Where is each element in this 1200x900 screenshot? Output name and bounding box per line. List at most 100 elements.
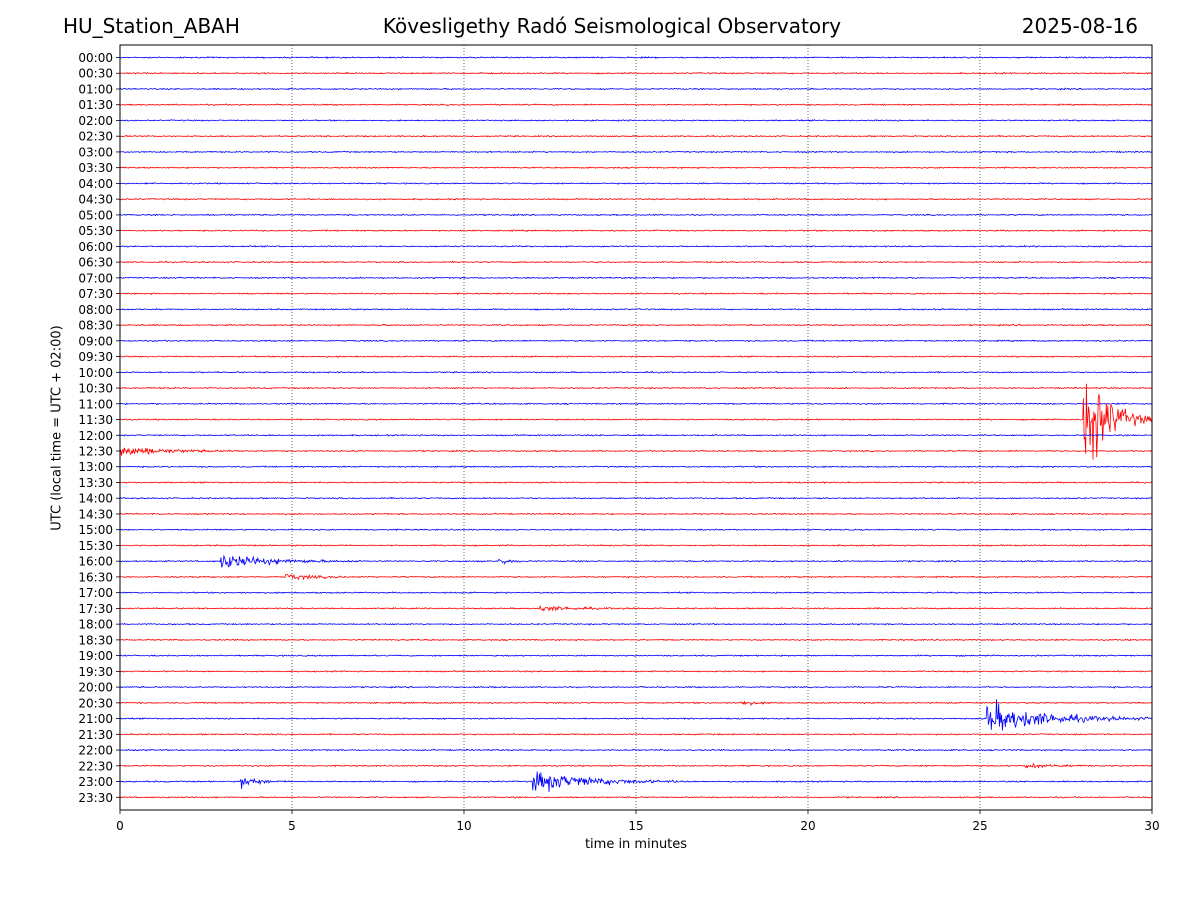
station-name: HU_Station_ABAH [63, 14, 240, 38]
traces [120, 55, 1152, 799]
trace-0530 [120, 229, 1152, 233]
y-tick-label: 16:00 [78, 555, 113, 569]
trace-0100 [120, 87, 1152, 91]
x-tick-label: 15 [628, 819, 643, 833]
trace-1700 [120, 591, 1152, 595]
y-tick-label: 04:00 [78, 177, 113, 191]
trace-0400 [120, 182, 1152, 185]
y-tick-label: 15:30 [78, 539, 113, 553]
y-tick-label: 17:00 [78, 586, 113, 600]
y-tick-label: 06:00 [78, 240, 113, 254]
y-tick-label: 12:00 [78, 429, 113, 443]
y-tick-label: 12:30 [78, 445, 113, 459]
trace-0130 [120, 103, 1152, 107]
y-tick-label: 09:30 [78, 350, 113, 364]
trace-0500 [120, 213, 1152, 217]
trace-1030 [120, 386, 1152, 390]
y-tick-label: 23:30 [78, 791, 113, 805]
x-tick-label: 25 [972, 819, 987, 833]
trace-1530 [120, 544, 1152, 547]
y-tick-label: 18:00 [78, 618, 113, 632]
trace-1500 [120, 528, 1152, 532]
y-tick-label: 22:00 [78, 744, 113, 758]
trace-2100 [120, 699, 1152, 731]
y-tick-label: 10:30 [78, 382, 113, 396]
y-tick-label: 03:30 [78, 161, 113, 175]
trace-0700 [120, 276, 1152, 280]
y-tick-label: 05:30 [78, 224, 113, 238]
y-tick-label: 18:30 [78, 633, 113, 647]
trace-0930 [120, 355, 1152, 358]
y-tick-label: 14:00 [78, 492, 113, 506]
chart-date: 2025-08-16 [1021, 14, 1138, 38]
trace-1900 [120, 654, 1152, 658]
y-tick-label: 21:00 [78, 712, 113, 726]
trace-2030 [120, 700, 1152, 707]
trace-1200 [120, 433, 1152, 437]
y-tick-label: 15:00 [78, 523, 113, 537]
trace-0330 [120, 166, 1152, 170]
x-tick-label: 20 [800, 819, 815, 833]
y-tick-label: 01:00 [78, 82, 113, 96]
y-tick-label: 20:30 [78, 696, 113, 710]
trace-2130 [120, 732, 1152, 736]
x-tick-label: 30 [1144, 819, 1159, 833]
trace-0600 [120, 244, 1152, 248]
trace-1430 [120, 512, 1152, 516]
y-axis-label: UTC (local time = UTC + 02:00) [49, 325, 65, 531]
y-tick-label: 17:30 [78, 602, 113, 616]
y-tick-label: 00:30 [78, 67, 113, 81]
y-tick-label: 11:30 [78, 413, 113, 427]
y-tick-label: 09:00 [78, 334, 113, 348]
trace-0900 [120, 339, 1152, 343]
y-tick-label: 21:30 [78, 728, 113, 742]
trace-1330 [120, 480, 1152, 484]
y-tick-label: 10:00 [78, 366, 113, 380]
y-tick-label: 19:00 [78, 649, 113, 663]
x-tick-label: 10 [456, 819, 471, 833]
trace-2230 [120, 762, 1152, 769]
trace-1100 [120, 402, 1152, 406]
trace-0230 [120, 134, 1152, 138]
y-tick-label: 07:30 [78, 287, 113, 301]
trace-1730 [120, 605, 1152, 612]
trace-2300 [120, 771, 1152, 792]
trace-0800 [120, 307, 1152, 311]
y-tick-label: 19:30 [78, 665, 113, 679]
chart-title: Kövesligethy Radó Seismological Observat… [382, 14, 842, 38]
trace-0730 [120, 292, 1152, 296]
y-tick-label: 02:00 [78, 114, 113, 128]
trace-0300 [120, 150, 1152, 154]
y-tick-label: 23:00 [78, 775, 113, 789]
trace-1630 [120, 573, 1152, 581]
y-tick-label: 22:30 [78, 759, 113, 773]
trace-1830 [120, 638, 1152, 642]
trace-1930 [120, 670, 1152, 673]
y-tick-label: 08:00 [78, 303, 113, 317]
trace-1400 [120, 496, 1152, 500]
y-tick-label: 13:30 [78, 476, 113, 490]
trace-2200 [120, 748, 1152, 752]
trace-1230 [120, 447, 1152, 456]
y-tick-label: 07:00 [78, 271, 113, 285]
trace-2330 [120, 795, 1152, 799]
trace-0430 [120, 197, 1152, 201]
trace-0000 [120, 55, 1152, 59]
y-tick-label: 14:30 [78, 507, 113, 521]
y-tick-label: 13:00 [78, 460, 113, 474]
y-tick-label: 04:30 [78, 193, 113, 207]
y-tick-label: 16:30 [78, 570, 113, 584]
trace-1000 [120, 370, 1152, 374]
y-tick-label: 06:30 [78, 256, 113, 270]
y-tick-label: 20:00 [78, 681, 113, 695]
trace-1300 [120, 465, 1152, 469]
y-tick-label: 00:00 [78, 51, 113, 65]
y-tick-label: 03:00 [78, 145, 113, 159]
x-axis-label: time in minutes [584, 837, 688, 852]
x-tick-label: 5 [288, 819, 296, 833]
y-tick-label: 01:30 [78, 98, 113, 112]
y-tick-label: 05:00 [78, 208, 113, 222]
x-tick-label: 0 [116, 819, 124, 833]
trace-2000 [120, 685, 1152, 689]
trace-1130 [120, 383, 1152, 460]
